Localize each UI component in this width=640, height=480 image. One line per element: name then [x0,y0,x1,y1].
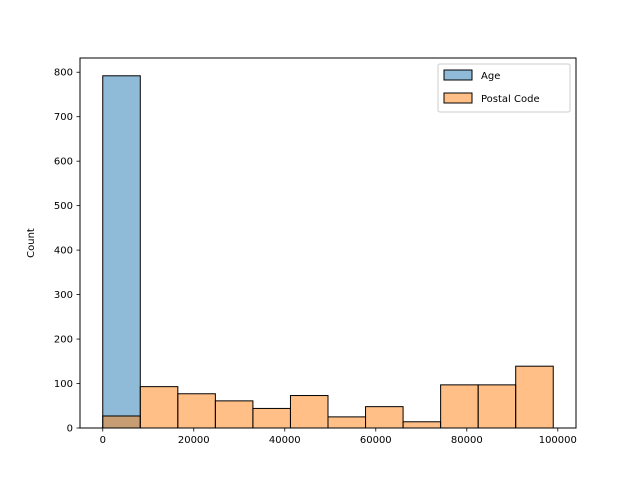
x-axis: 0 20000 40000 60000 80000 100000 [100,428,577,446]
x-tick-label: 60000 [360,435,392,446]
y-tick-label: 300 [54,290,73,301]
legend: Age Postal Code [437,63,571,113]
y-tick-label: 100 [54,379,73,390]
legend-swatch-age [443,69,473,81]
y-axis: 0 100 200 300 400 500 600 700 800 [54,68,80,435]
bar-age-0 [102,75,141,429]
y-axis-label: Count [26,228,37,258]
bar-postal-code-6 [327,416,367,429]
x-tick-label: 0 [100,435,106,446]
bar-postal-code-5 [289,395,329,429]
y-tick-label: 800 [54,68,73,79]
bar-postal-code-2 [177,393,216,429]
y-tick-label: 600 [54,157,73,168]
legend-label-age: Age [481,71,500,82]
bar-postal-code-7 [365,406,404,429]
y-tick-label: 200 [54,335,73,346]
plot-frame [79,57,577,429]
y-tick-label: 700 [54,112,73,123]
x-tick-label: 20000 [178,435,210,446]
legend-swatch-postal-code [443,92,473,104]
y-tick-label: 400 [54,246,73,257]
y-tick-label: 0 [67,424,73,435]
x-tick-label: 100000 [539,435,577,446]
legend-label-postal-code: Postal Code [481,94,540,105]
x-tick-label: 80000 [451,435,483,446]
bar-postal-code-3 [214,400,254,429]
bars-layer [102,75,554,429]
bar-postal-code-0 [102,415,141,429]
bar-postal-code-10 [477,384,517,429]
y-tick-label: 500 [54,201,73,212]
bar-postal-code-11 [515,365,554,429]
bar-postal-code-8 [402,421,442,429]
x-tick-label: 40000 [269,435,301,446]
bar-postal-code-4 [252,407,291,429]
bar-postal-code-9 [440,384,479,429]
bar-postal-code-1 [139,386,179,429]
